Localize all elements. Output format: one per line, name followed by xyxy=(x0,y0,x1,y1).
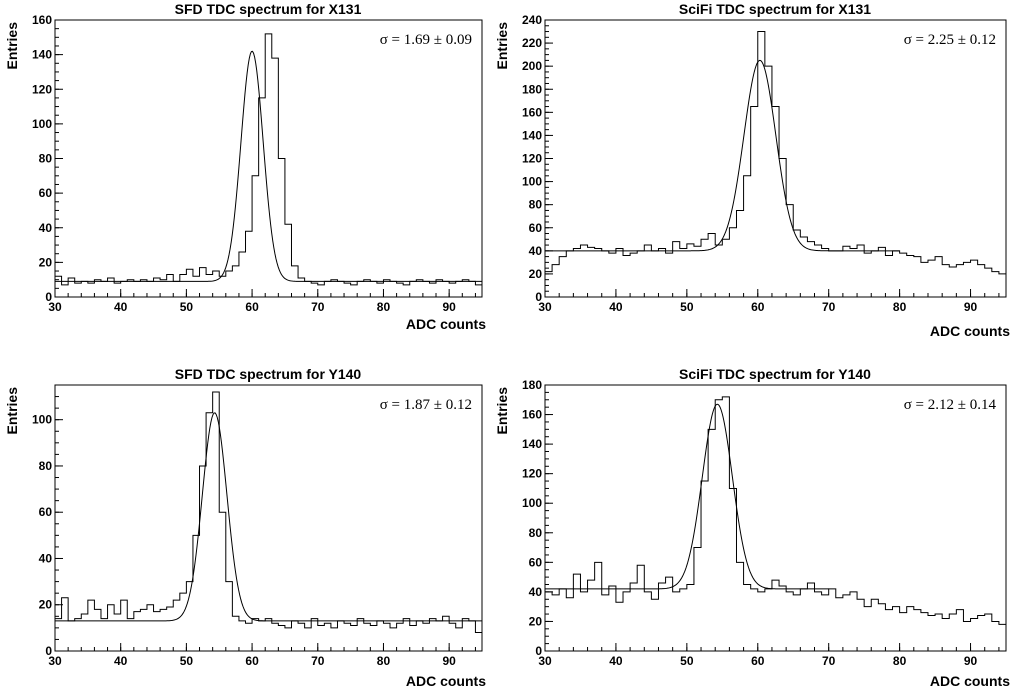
chart-panel-1: SFD TDC spectrum for X131 Entries ADC coun… xyxy=(4,1,486,332)
x-axis-label: ADC counts xyxy=(930,323,1010,339)
gaussian-fit-curve xyxy=(55,50,482,282)
y-tick-label: 40 xyxy=(39,551,53,565)
y-tick-label: 60 xyxy=(39,186,53,200)
y-tick-label: 20 xyxy=(39,598,53,612)
chart-panel-2: SciFi TDC spectrum for X131 Entries ADC co… xyxy=(494,1,1010,339)
x-tick-label: 90 xyxy=(442,300,456,314)
y-tick-label: 100 xyxy=(522,175,542,189)
y-tick-label: 140 xyxy=(522,437,542,451)
sigma-annotation: σ = 1.87 ± 0.12 xyxy=(380,397,472,413)
plot-frame xyxy=(54,384,483,652)
x-tick-label: 50 xyxy=(180,300,194,314)
sigma-annotation: σ = 2.25 ± 0.12 xyxy=(904,32,996,48)
x-tick-label: 70 xyxy=(311,654,325,668)
gaussian-fit-curve xyxy=(545,403,829,590)
y-tick-label: 180 xyxy=(522,82,542,96)
x-tick-label: 80 xyxy=(377,300,391,314)
y-tick-label: 20 xyxy=(529,267,543,281)
x-tick-label: 60 xyxy=(245,300,259,314)
y-tick-label: 40 xyxy=(529,244,543,258)
plot-frame xyxy=(54,19,483,298)
y-tick-label: 160 xyxy=(522,408,542,422)
y-tick-label: 80 xyxy=(39,152,53,166)
y-tick-label: 160 xyxy=(32,13,52,27)
x-tick-label: 80 xyxy=(893,300,907,314)
x-axis-label: ADC counts xyxy=(406,673,486,689)
y-tick-label: 40 xyxy=(529,585,543,599)
x-tick-label: 40 xyxy=(609,654,623,668)
y-axis-label: Entries xyxy=(4,387,20,435)
y-axis-label: Entries xyxy=(494,22,510,70)
x-tick-label: 30 xyxy=(48,654,62,668)
x-tick-label: 90 xyxy=(964,654,978,668)
chart-title: SciFi TDC spectrum for X131 xyxy=(679,1,871,17)
x-tick-label: 40 xyxy=(114,654,128,668)
y-tick-label: 160 xyxy=(522,105,542,119)
y-tick-label: 80 xyxy=(39,459,53,473)
x-tick-label: 50 xyxy=(680,300,694,314)
gaussian-fit-curve xyxy=(545,59,900,252)
chart-title: SFD TDC spectrum for X131 xyxy=(175,1,362,17)
plot-frame xyxy=(544,384,1007,652)
y-tick-label: 220 xyxy=(522,36,542,50)
sigma-annotation: σ = 1.69 ± 0.09 xyxy=(380,32,472,48)
y-tick-label: 100 xyxy=(32,413,52,427)
histogram-series xyxy=(545,396,1006,625)
y-tick-label: 180 xyxy=(522,378,542,392)
gaussian-fit-curve xyxy=(55,412,482,622)
y-tick-label: 0 xyxy=(45,644,52,658)
chart-panel-4: SciFi TDC spectrum for Y140 Entries ADC co… xyxy=(494,366,1010,689)
y-tick-label: 240 xyxy=(522,13,542,27)
x-tick-label: 30 xyxy=(538,300,552,314)
x-tick-label: 40 xyxy=(609,300,623,314)
y-tick-label: 0 xyxy=(45,290,52,304)
x-tick-label: 50 xyxy=(180,654,194,668)
x-tick-label: 30 xyxy=(48,300,62,314)
chart-title: SciFi TDC spectrum for Y140 xyxy=(679,366,871,382)
histogram-series xyxy=(545,31,1006,275)
x-axis-label: ADC counts xyxy=(406,316,486,332)
y-tick-label: 100 xyxy=(522,496,542,510)
x-tick-label: 90 xyxy=(964,300,978,314)
y-tick-label: 0 xyxy=(535,644,542,658)
y-axis-label: Entries xyxy=(4,22,20,70)
chart-title: SFD TDC spectrum for Y140 xyxy=(175,366,362,382)
y-tick-label: 40 xyxy=(39,221,53,235)
y-axis-label: Entries xyxy=(494,387,510,435)
x-tick-label: 70 xyxy=(822,654,836,668)
y-tick-label: 80 xyxy=(529,198,543,212)
x-tick-label: 90 xyxy=(442,654,456,668)
chart-panel-3: SFD TDC spectrum for Y140 Entries ADC coun… xyxy=(4,366,486,689)
y-tick-label: 140 xyxy=(32,48,52,62)
x-tick-label: 60 xyxy=(245,654,259,668)
x-axis-label: ADC counts xyxy=(930,673,1010,689)
x-tick-label: 50 xyxy=(680,654,694,668)
sigma-annotation: σ = 2.12 ± 0.14 xyxy=(904,397,997,413)
x-tick-label: 80 xyxy=(893,654,907,668)
x-tick-label: 60 xyxy=(751,300,765,314)
histogram-series xyxy=(55,33,482,286)
x-tick-label: 80 xyxy=(377,654,391,668)
y-tick-label: 60 xyxy=(529,221,543,235)
y-tick-label: 0 xyxy=(535,290,542,304)
y-tick-label: 60 xyxy=(39,505,53,519)
x-tick-label: 70 xyxy=(311,300,325,314)
x-tick-label: 70 xyxy=(822,300,836,314)
y-tick-label: 120 xyxy=(522,467,542,481)
y-tick-label: 120 xyxy=(522,152,542,166)
x-tick-label: 40 xyxy=(114,300,128,314)
y-tick-label: 100 xyxy=(32,117,52,131)
y-tick-label: 60 xyxy=(529,555,543,569)
plot-frame xyxy=(544,19,1007,298)
x-tick-label: 30 xyxy=(538,654,552,668)
y-tick-label: 80 xyxy=(529,526,543,540)
x-tick-label: 60 xyxy=(751,654,765,668)
y-tick-label: 120 xyxy=(32,82,52,96)
histogram-series xyxy=(55,391,482,633)
y-tick-label: 140 xyxy=(522,128,542,142)
y-tick-label: 20 xyxy=(529,614,543,628)
y-tick-label: 200 xyxy=(522,59,542,73)
y-tick-label: 20 xyxy=(39,255,53,269)
